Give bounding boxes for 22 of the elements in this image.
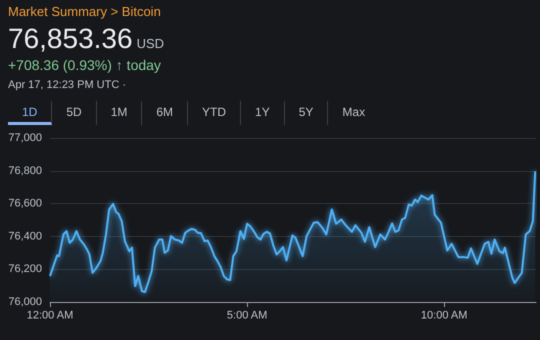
y-tick-label: 76,000 [8,296,42,308]
x-tick-label: 10:00 AM [420,310,468,322]
y-tick-label: 76,200 [8,263,42,276]
x-tick-label: 12:00 AM [26,310,74,322]
text: 6M [142,101,188,125]
y-tick-label: 76,400 [8,230,42,242]
text: 1M [96,101,142,125]
x-tick-label: 5:00 AM [226,310,268,322]
text: Apr 17, 12:23 PM UTC · [8,79,127,91]
y-tick-label: 76,800 [8,164,42,177]
text: Max [341,104,366,121]
text: USD [136,36,164,51]
text: 1Y [241,101,285,125]
text: YTD [188,101,242,125]
chart-title: Market Summary > Bitcoin [8,4,162,19]
text: 5D [52,101,97,125]
text: 1D [8,101,52,125]
text: +708.36 (0.93%) ↑ today [8,57,162,73]
y-tick-label: 77,000 [8,132,42,144]
text: 5Y [284,101,328,125]
y-tick-label: 76,600 [8,198,42,210]
text: 76,853.36 [8,23,133,54]
